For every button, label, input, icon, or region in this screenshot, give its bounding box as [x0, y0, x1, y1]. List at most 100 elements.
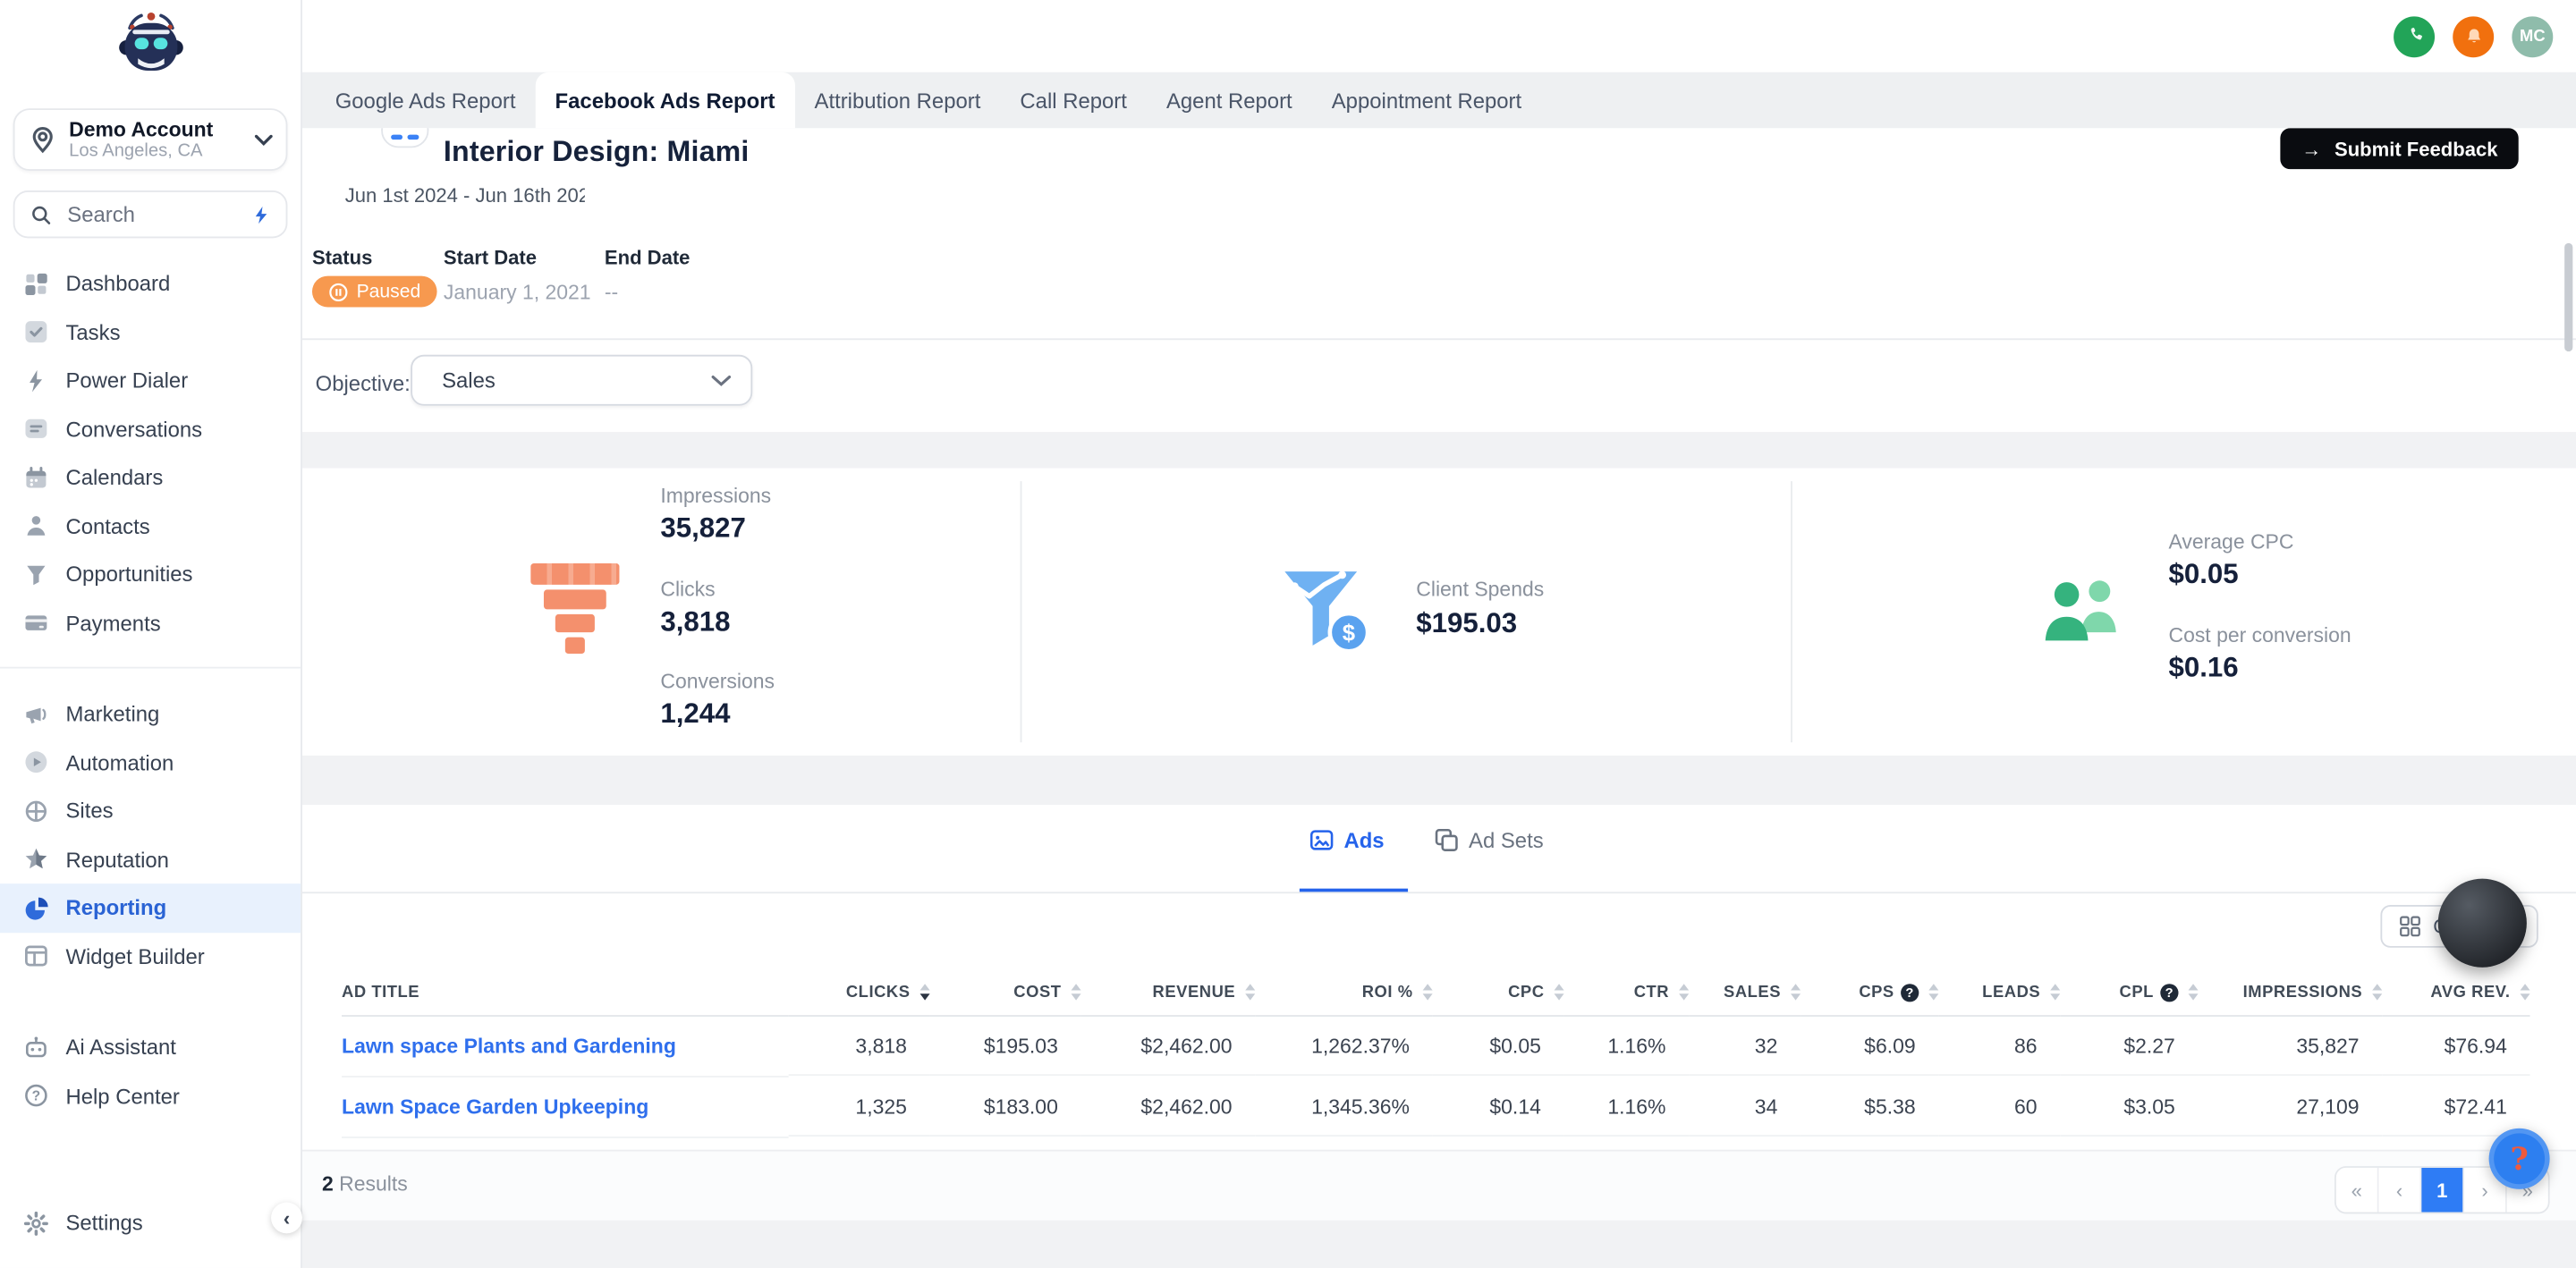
pagination-page-1[interactable]: 1 [2421, 1167, 2465, 1213]
scrollbar-thumb[interactable] [2564, 242, 2573, 352]
person-icon [21, 512, 49, 540]
sidebar-divider [0, 666, 301, 669]
submit-feedback-label: Submit Feedback [2334, 137, 2498, 161]
sort-icon[interactable] [2188, 984, 2199, 1001]
tab-google-ads-report[interactable]: Google Ads Report [335, 88, 516, 113]
sort-icon[interactable] [1679, 984, 1690, 1001]
column-header-revenue[interactable]: REVENUE [1080, 969, 1256, 1017]
globe-icon [21, 797, 49, 824]
ads-table-panel: Ads Ad Sets Columns AD TITLE CLICKS COST… [301, 804, 2576, 1221]
robot-icon [21, 1034, 49, 1061]
ad-title-link[interactable]: Lawn space Plants and Gardening [342, 1035, 676, 1058]
table-row-cell: 1,325 [788, 1078, 930, 1137]
sidebar-item-label: Ai Assistant [65, 1035, 176, 1061]
help-button[interactable]: ? [2488, 1128, 2550, 1189]
sort-icon[interactable] [1928, 984, 1939, 1001]
status-label: Status [311, 246, 373, 270]
sidebar-item-payments[interactable]: Payments [0, 598, 301, 647]
sort-icon[interactable] [2372, 984, 2383, 1001]
divider [301, 338, 2576, 341]
column-header-ad-title[interactable]: AD TITLE [342, 969, 789, 1017]
sort-icon[interactable] [1791, 984, 1801, 1001]
help-tooltip-icon[interactable]: ? [2160, 983, 2179, 1002]
sidebar-item-power-dialer[interactable]: Power Dialer [0, 357, 301, 405]
sidebar-menu-tools: Marketing Automation Sites Reputation Re… [0, 689, 301, 980]
sidebar-item-opportunities[interactable]: Opportunities [0, 550, 301, 598]
pie-chart-icon [21, 894, 49, 922]
sidebar-item-dashboard[interactable]: Dashboard [0, 259, 301, 308]
tab-ads[interactable]: Ads [1309, 828, 1385, 852]
sidebar-collapse-button[interactable]: ‹ [271, 1202, 302, 1234]
sort-icon[interactable] [1554, 984, 1564, 1001]
column-header-ctr[interactable]: CTR [1563, 969, 1690, 1017]
sidebar-item-automation[interactable]: Automation [0, 739, 301, 787]
sidebar-item-help-center[interactable]: ? Help Center [0, 1071, 301, 1120]
report-tabs: Google Ads Report Facebook Ads Report At… [301, 72, 2576, 129]
tab-appointment-report[interactable]: Appointment Report [1331, 88, 1522, 113]
calendar-icon [21, 463, 49, 491]
tab-facebook-ads-report[interactable]: Facebook Ads Report [535, 72, 795, 129]
sort-icon[interactable] [1422, 984, 1433, 1001]
sidebar-item-contacts[interactable]: Contacts [0, 502, 301, 550]
ad-title-link[interactable]: Lawn Space Garden Upkeeping [342, 1095, 649, 1119]
search-input[interactable] [64, 200, 252, 229]
chevron-down-icon [254, 133, 273, 146]
avg-cpc-label: Average CPC [2168, 530, 2294, 554]
submit-feedback-button[interactable]: → Submit Feedback [2280, 128, 2520, 170]
objective-label: Objective: [315, 371, 411, 396]
tab-call-report[interactable]: Call Report [1020, 88, 1127, 113]
column-header-roi[interactable]: ROI % [1255, 969, 1433, 1017]
help-tooltip-icon[interactable]: ? [1901, 983, 1919, 1002]
sidebar-item-ai-assistant[interactable]: Ai Assistant [0, 1023, 301, 1071]
sort-icon[interactable] [2520, 984, 2530, 1001]
sort-icon[interactable] [919, 984, 930, 1001]
column-header-clicks[interactable]: CLICKS [788, 969, 930, 1017]
client-spends-label: Client Spends [1416, 578, 1545, 602]
end-date-label: End Date [604, 246, 691, 270]
table-row-cell: 35,827 [2198, 1017, 2383, 1077]
column-header-sales[interactable]: SALES [1689, 969, 1801, 1017]
sidebar-item-conversations[interactable]: Conversations [0, 405, 301, 453]
sidebar-item-tasks[interactable]: Tasks [0, 308, 301, 356]
sidebar-item-settings[interactable]: Settings [0, 1199, 301, 1247]
sidebar-item-reputation[interactable]: Reputation [0, 835, 301, 883]
sort-icon[interactable] [1245, 984, 1256, 1001]
column-header-leads[interactable]: LEADS [1938, 969, 2061, 1017]
tab-ad-sets-label: Ad Sets [1469, 827, 1544, 853]
table-footer: 2 Results « ‹ 1 › » [301, 1149, 2576, 1221]
column-header-impressions[interactable]: IMPRESSIONS [2198, 969, 2383, 1017]
objective-select[interactable]: Sales [411, 354, 753, 406]
sidebar-item-widget-builder[interactable]: Widget Builder [0, 932, 301, 980]
column-header-cost[interactable]: COST [929, 969, 1081, 1017]
client-spends-value: $195.03 [1416, 607, 1518, 639]
pagination-prev[interactable]: ‹ [2378, 1167, 2422, 1213]
user-avatar[interactable]: MC [2512, 15, 2554, 57]
column-header-cpl[interactable]: CPL? [2060, 969, 2199, 1017]
megaphone-icon [21, 700, 49, 728]
phone-button[interactable] [2394, 15, 2436, 57]
credit-card-icon [21, 609, 49, 637]
cost-per-conversion-value: $0.16 [2168, 652, 2239, 684]
sort-icon[interactable] [2050, 984, 2061, 1001]
column-header-cps[interactable]: CPS? [1801, 969, 1939, 1017]
table-row-cell: $76.94 [2382, 1017, 2530, 1077]
notifications-button[interactable] [2453, 15, 2495, 57]
report-header-panel: Interior Design: Miami Jun 1st 2024 - Ju… [301, 128, 2576, 433]
sidebar-item-label: Tasks [65, 319, 121, 345]
sidebar-item-sites[interactable]: Sites [0, 787, 301, 835]
impressions-value: 35,827 [660, 512, 746, 544]
sort-icon[interactable] [1071, 984, 1081, 1001]
pagination-next[interactable]: › [2464, 1167, 2507, 1213]
column-header-avg-rev[interactable]: AVG REV. [2382, 969, 2530, 1017]
pagination-first[interactable]: « [2335, 1167, 2379, 1213]
tab-ad-sets[interactable]: Ad Sets [1434, 827, 1544, 853]
sidebar-item-marketing[interactable]: Marketing [0, 689, 301, 738]
sidebar-item-calendars[interactable]: Calendars [0, 453, 301, 502]
floating-widget-bubble[interactable] [2437, 878, 2527, 968]
tab-attribution-report[interactable]: Attribution Report [814, 88, 981, 113]
account-selector[interactable]: Demo Account Los Angeles, CA [13, 108, 288, 172]
column-header-cpc[interactable]: CPC [1432, 969, 1564, 1017]
quick-search-bolt-icon [251, 205, 271, 224]
sidebar-item-reporting[interactable]: Reporting [0, 883, 301, 933]
tab-agent-report[interactable]: Agent Report [1165, 88, 1292, 113]
